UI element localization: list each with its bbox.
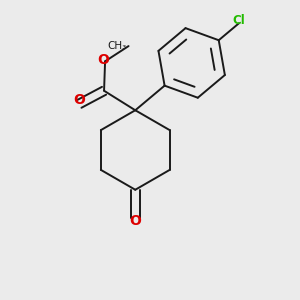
Text: O: O [74,93,85,107]
Text: O: O [129,214,141,228]
Text: CH₃: CH₃ [108,41,127,51]
Text: Cl: Cl [233,14,245,27]
Text: O: O [98,53,109,67]
